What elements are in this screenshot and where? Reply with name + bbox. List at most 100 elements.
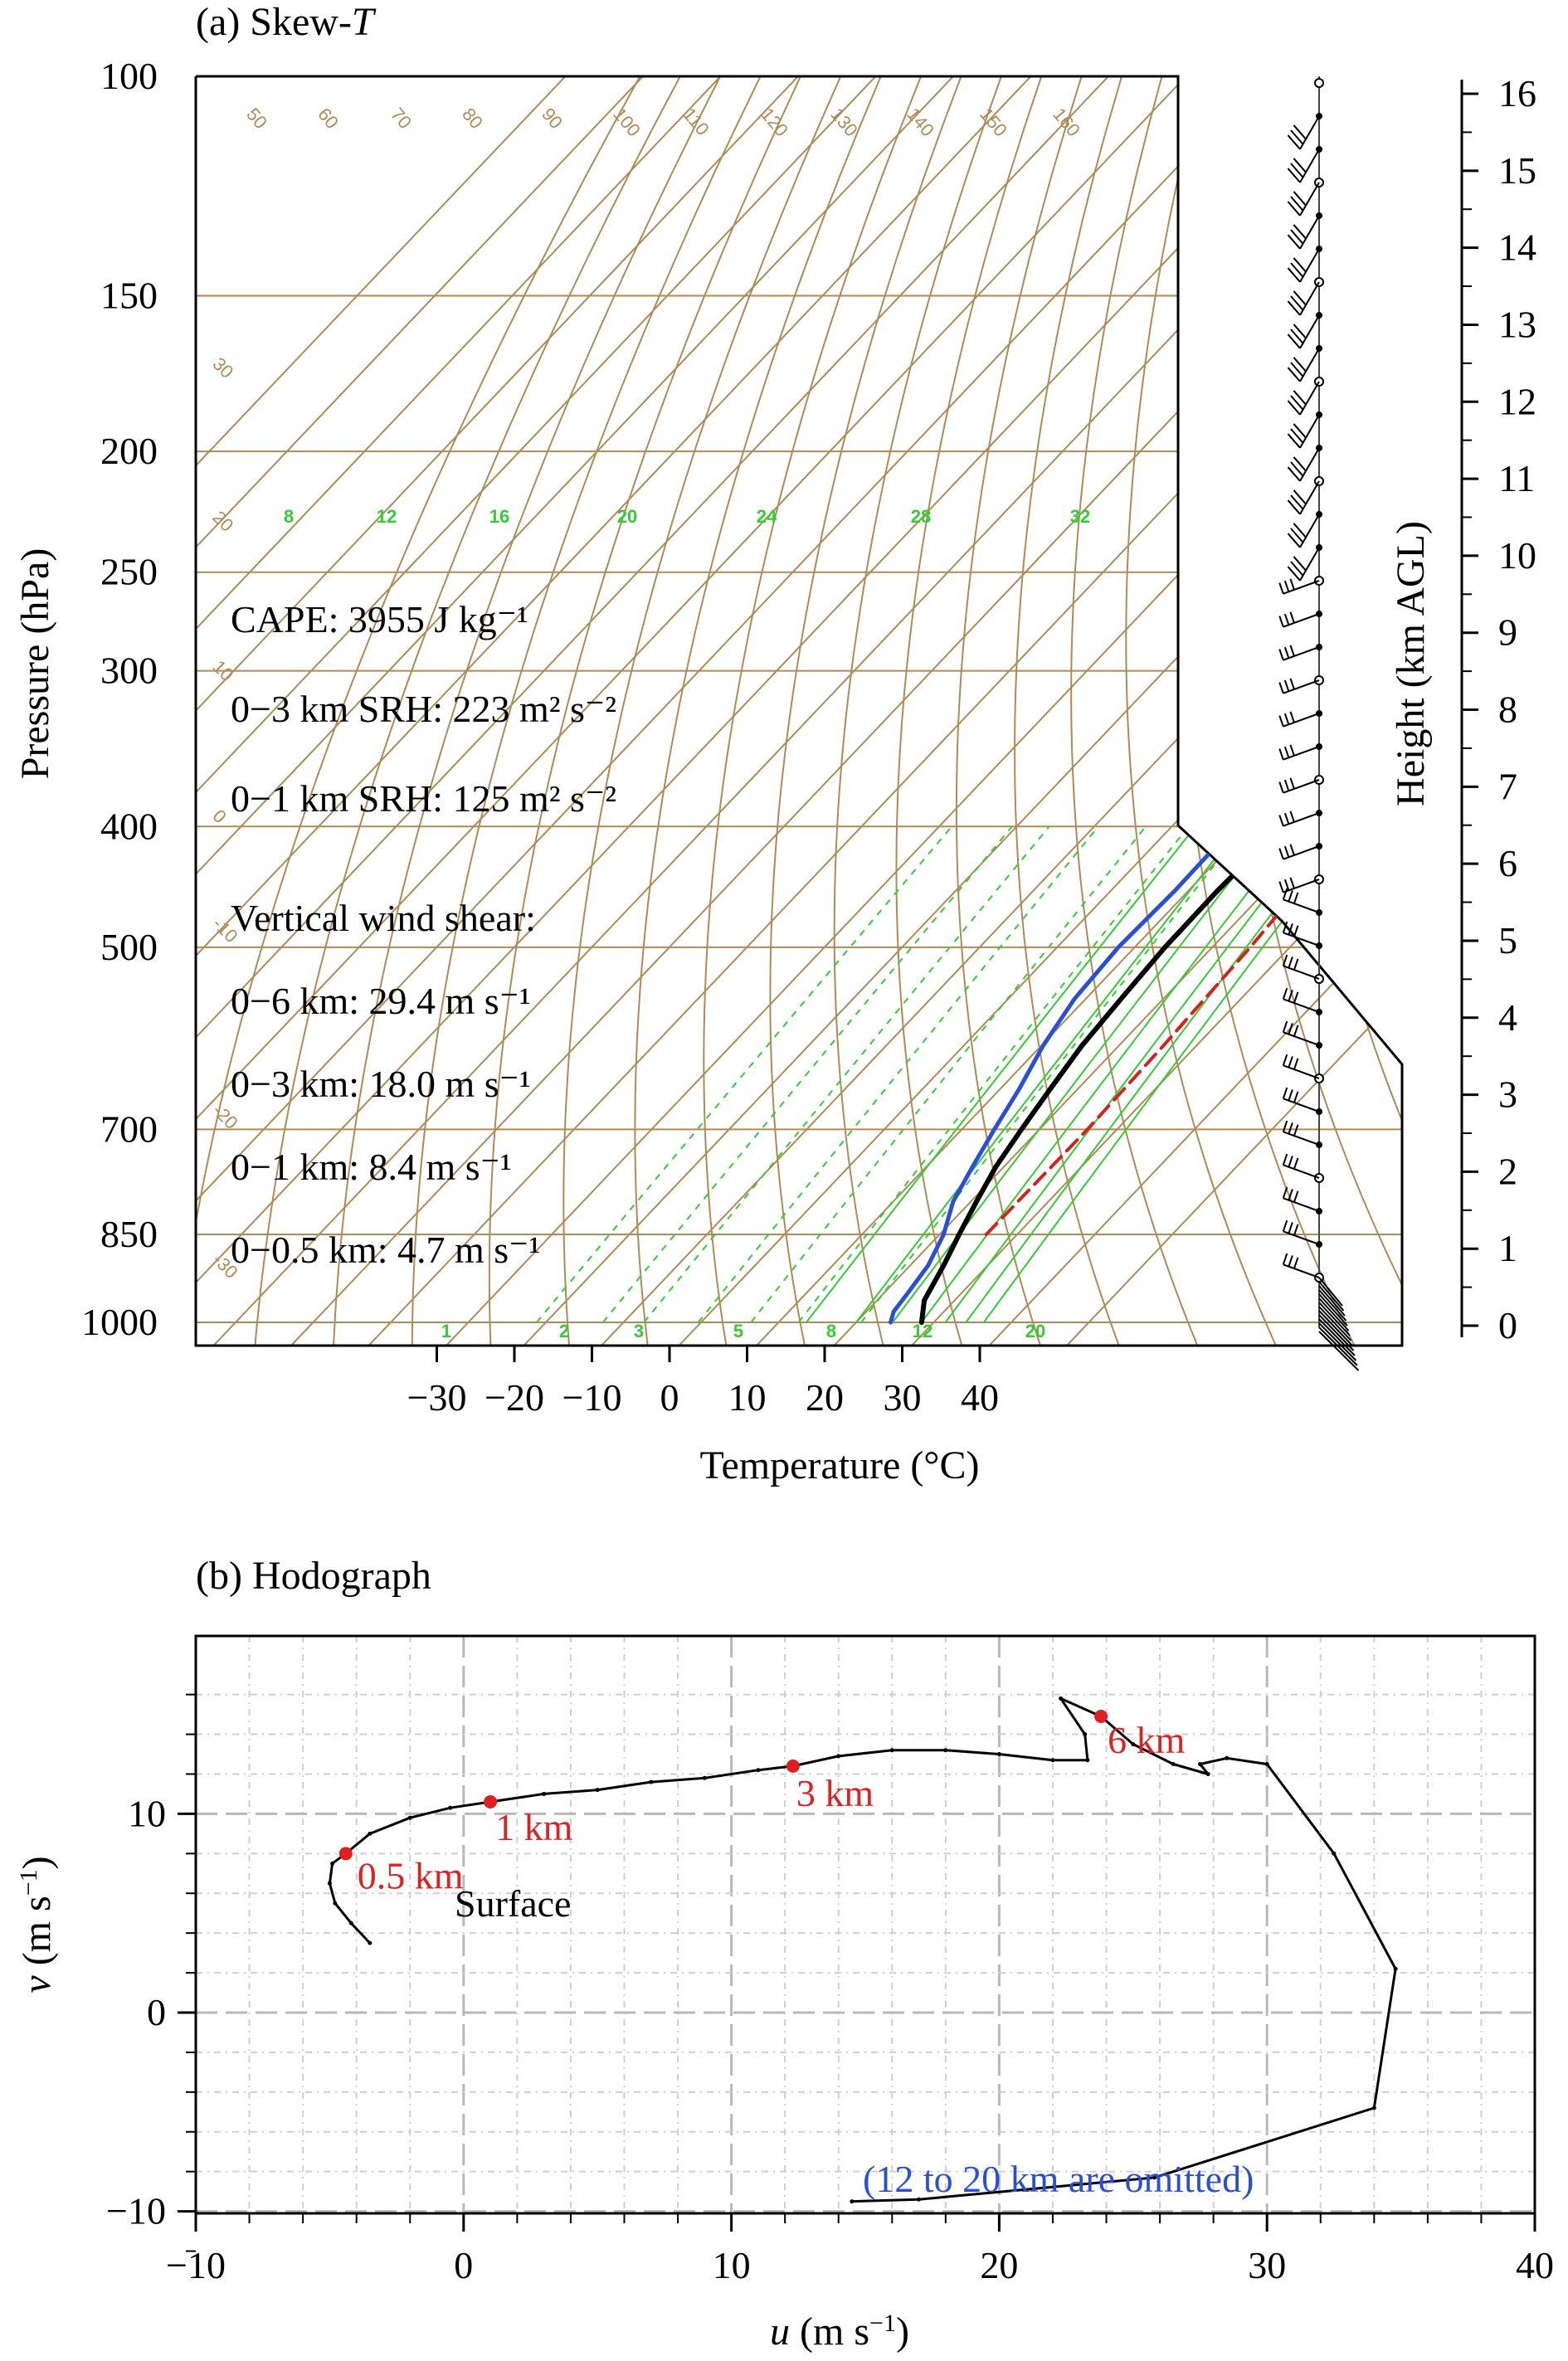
- skewt-height-axis-title: Height (km AGL): [1389, 521, 1433, 806]
- mixing-ratio-dashed-line: [536, 825, 952, 1323]
- height-tick-label: 5: [1498, 919, 1517, 961]
- wind-barb-flag: [1293, 556, 1307, 572]
- hodograph-point: [1059, 1696, 1064, 1701]
- wind-barb-flag: [1278, 848, 1284, 860]
- hodograph-point: [368, 1831, 373, 1836]
- wind-barb-flag: [1293, 390, 1307, 406]
- shear-0-05-text: 0−0.5 km: 4.7 m s⁻¹: [231, 1229, 540, 1271]
- wind-barb-flag: [1290, 561, 1304, 577]
- height-tick-label: 0: [1498, 1304, 1517, 1346]
- wind-barb-shaft: [1299, 248, 1320, 283]
- mixing-ratio-line: [806, 526, 1402, 1323]
- height-tick-label: 10: [1498, 534, 1536, 577]
- height-tick-label: 1: [1498, 1227, 1517, 1269]
- height-tick-label: 8: [1498, 689, 1517, 731]
- dry-adiabat-line: [769, 76, 962, 1346]
- hodograph-point: [889, 1748, 894, 1753]
- wind-barb-shaft: [1283, 679, 1320, 694]
- wind-barb-shaft: [1283, 1031, 1320, 1046]
- wind-barb-flag: [1293, 958, 1299, 971]
- hodograph-point: [1131, 1742, 1136, 1747]
- hodograph-height-marker: [1094, 1709, 1108, 1723]
- isotherm-label: 20: [1183, 364, 1212, 393]
- wind-barb-flag: [1289, 711, 1295, 723]
- hodograph-point: [1371, 2105, 1376, 2110]
- wind-barb-flag: [1293, 1224, 1299, 1236]
- wind-barb-surface: [1318, 1318, 1356, 1356]
- theta-label: 100: [609, 104, 645, 140]
- wind-barb-flag: [1283, 679, 1290, 692]
- mixing-ratio-label: 5: [733, 1321, 743, 1341]
- wind-barb-flag: [1293, 1091, 1299, 1103]
- hodograph-y-tick-label: 0: [147, 1991, 166, 2033]
- hodograph-point: [850, 2199, 855, 2204]
- wind-barb-flag: [1289, 744, 1295, 757]
- surface-label: Surface: [455, 1882, 571, 1925]
- mixing-ratio-label: 3: [634, 1321, 644, 1341]
- wind-barb-flag: [1287, 267, 1301, 283]
- wind-barb-flag: [1278, 682, 1284, 694]
- wind-barb-flag: [1287, 367, 1301, 382]
- wind-barb-flag: [1289, 645, 1295, 657]
- wind-barb-flag: [1287, 499, 1301, 515]
- mixing-ratio-label: 8: [284, 506, 294, 527]
- wind-barb-flag: [1288, 1122, 1293, 1134]
- shear-0-3-text: 0−3 km: 18.0 m s⁻¹: [231, 1063, 531, 1105]
- pressure-tick-label: 850: [100, 1213, 158, 1255]
- wind-barb-surface: [1318, 1281, 1345, 1312]
- wind-barb-flag: [1290, 428, 1304, 444]
- mixing-ratio-label: 1: [441, 1321, 451, 1341]
- wind-barb-shaft: [1299, 281, 1320, 316]
- hodograph-panel-title: (b) Hodograph: [196, 1554, 431, 1598]
- mixing-ratio-line: [920, 526, 1402, 1323]
- wind-barb-flag: [1289, 811, 1295, 823]
- pressure-tick-label: 100: [100, 55, 158, 97]
- hodograph-point: [1152, 2175, 1157, 2180]
- wind-barb-flag: [1288, 1156, 1293, 1167]
- hodograph-x-tick-label: 40: [1516, 2244, 1554, 2286]
- wind-barb-flag: [1283, 580, 1290, 592]
- skewt-panel-title: (a) Skew-T: [196, 0, 377, 44]
- wind-barb-flag: [1278, 715, 1284, 728]
- wind-barb-flag: [1293, 1190, 1299, 1203]
- mixing-ratio-label: 2: [559, 1321, 569, 1341]
- height-tick-label: 7: [1498, 765, 1517, 807]
- isotherm-line: [824, 76, 1402, 1346]
- isotherm-line: [196, 76, 986, 1346]
- dry-adiabat-line: [634, 76, 882, 1346]
- pressure-tick-label: 500: [100, 926, 158, 968]
- wind-barb-shaft: [1299, 381, 1320, 416]
- wind-barb-shaft: [1283, 998, 1320, 1013]
- srh-0-1-text: 0−1 km SRH: 125 m² s⁻²: [231, 777, 616, 820]
- wind-barb-flag: [1287, 466, 1301, 482]
- wind-barb-flag: [1290, 295, 1304, 311]
- wind-barb-flag: [1278, 781, 1284, 794]
- wind-barb-flag: [1293, 1157, 1299, 1170]
- hodograph-height-label: 6 km: [1108, 1719, 1186, 1761]
- hodograph-x-tick-label: 30: [1248, 2244, 1286, 2286]
- wind-barb-shaft: [1299, 215, 1320, 250]
- hodograph-point: [1225, 1755, 1230, 1760]
- wind-barb-flag: [1282, 954, 1288, 966]
- wind-barb-flag: [1293, 925, 1299, 937]
- hodograph-height-marker: [484, 1795, 498, 1809]
- shear-title: Vertical wind shear:: [231, 897, 536, 939]
- hodograph-point: [1085, 1758, 1090, 1763]
- wind-barb-flag: [1278, 881, 1284, 893]
- isotherm-line: [901, 76, 1402, 1346]
- hodograph-height-marker: [786, 1759, 800, 1773]
- height-tick-label: 15: [1498, 149, 1536, 192]
- hodograph-trace: [327, 1696, 1398, 2204]
- wind-barb-flag: [1282, 1153, 1288, 1166]
- wind-barb-flag: [1278, 815, 1284, 827]
- mixing-ratio-label: 12: [377, 506, 397, 527]
- wind-barb-flag: [1282, 921, 1288, 933]
- isotherm-line: [746, 76, 1402, 1346]
- wind-barb-flag: [1278, 748, 1284, 761]
- dry-adiabat-line: [1125, 76, 1278, 1346]
- isotherm-label: 30: [208, 353, 237, 382]
- mixing-ratio-label: 20: [617, 506, 637, 527]
- wind-barb-shaft: [1283, 580, 1320, 595]
